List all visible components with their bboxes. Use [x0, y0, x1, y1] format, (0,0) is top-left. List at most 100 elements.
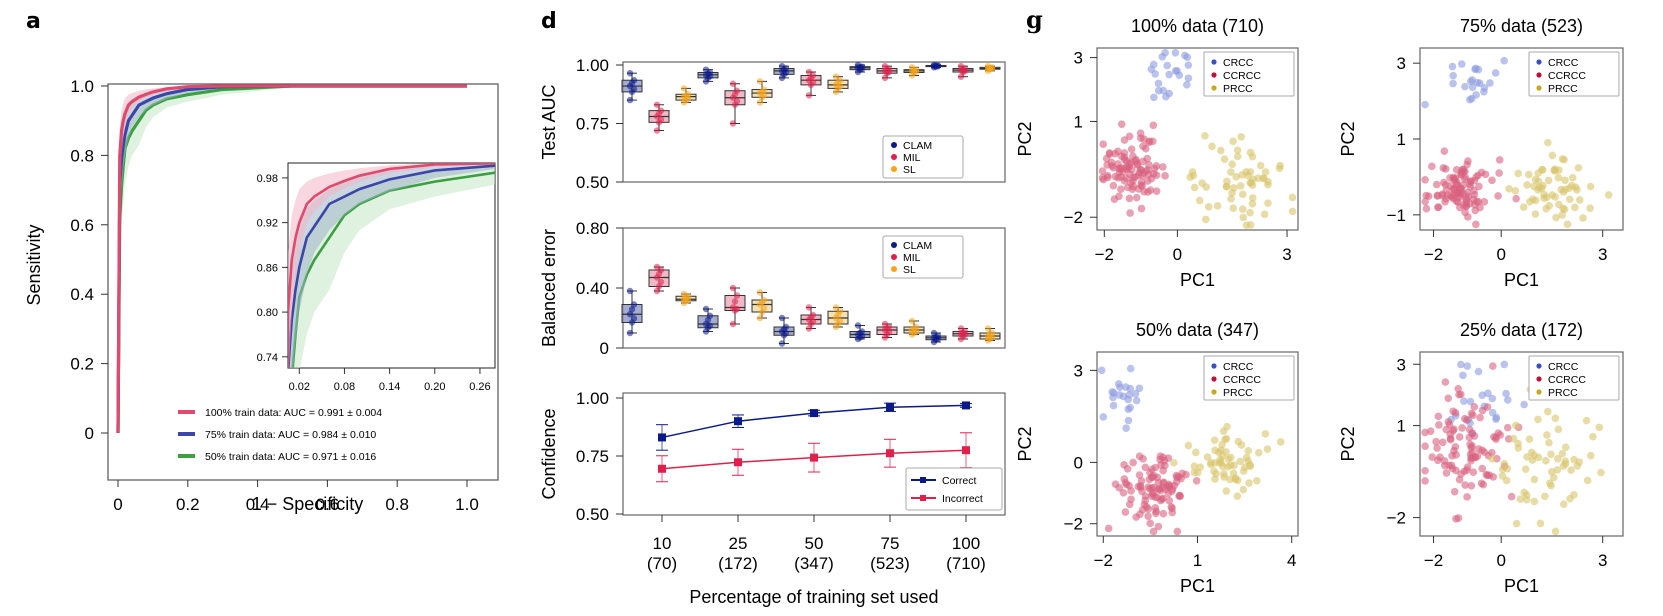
- pca-y-tick-label: −1: [1387, 206, 1406, 225]
- pca-x-tick-label: 3: [1598, 551, 1607, 570]
- pca-point-ccrcc: [1137, 477, 1146, 485]
- pca-legend-label: CRCC: [1548, 361, 1579, 373]
- pca-point-crcc: [1448, 62, 1457, 71]
- pca-point-prcc: [1586, 204, 1594, 212]
- pca-point-prcc: [1545, 438, 1553, 447]
- pca-point-crcc: [1459, 371, 1467, 380]
- pca-point-ccrcc: [1448, 452, 1456, 460]
- box-point: [930, 61, 938, 69]
- pca-point-ccrcc: [1146, 186, 1155, 194]
- box-point: [760, 305, 768, 312]
- box-point: [626, 311, 634, 318]
- pca-point-prcc: [1543, 407, 1552, 416]
- pca-point-ccrcc: [1132, 193, 1141, 202]
- pca-point-prcc: [1526, 197, 1534, 206]
- pca-point-prcc: [1238, 171, 1246, 179]
- pca-point-prcc: [1236, 182, 1245, 190]
- box-point: [731, 298, 739, 305]
- pca-point-prcc: [1230, 461, 1239, 469]
- confidence-x-tick-label: 75: [881, 534, 900, 553]
- berr-legend-marker: [891, 254, 897, 260]
- roc-x-tick-label: 0.6: [316, 495, 340, 514]
- pca-point-ccrcc: [1445, 420, 1454, 429]
- pca-point-ccrcc: [1121, 479, 1130, 487]
- pca-point-ccrcc: [1176, 492, 1184, 501]
- pca-point-prcc: [1190, 468, 1199, 477]
- pca-legend-label: CCRCC: [1223, 374, 1261, 386]
- pca-point-prcc: [1236, 457, 1245, 466]
- pca-x-tick-label: 0: [1173, 245, 1182, 264]
- pca-legend-label: CRCC: [1548, 57, 1579, 69]
- pca-point-ccrcc: [1123, 465, 1132, 473]
- pca-point-ccrcc: [1467, 482, 1476, 490]
- pca-point-ccrcc: [1440, 147, 1449, 155]
- pca-point-crcc: [1457, 360, 1465, 369]
- confidence-legend-marker: [920, 477, 926, 483]
- pca-x-tick-label: −2: [1095, 245, 1114, 264]
- pca-point-ccrcc: [1105, 149, 1114, 157]
- pca-point-crcc: [1461, 82, 1469, 91]
- auc-y-axis-label: Test AUC: [539, 84, 559, 159]
- confidence-x-tick-sublabel: (70): [647, 554, 677, 573]
- pca-legend-marker: [1536, 376, 1542, 382]
- confidence-y-tick-label: 1.00: [576, 389, 609, 408]
- pca-legend-marker: [1211, 85, 1217, 91]
- pca-point-ccrcc: [1461, 481, 1469, 489]
- pca-point-prcc: [1549, 473, 1558, 482]
- pca-point-prcc: [1242, 221, 1251, 230]
- pca-point-ccrcc: [1159, 509, 1168, 518]
- auc-legend-label: SL: [903, 164, 916, 176]
- roc-x-axis-label: 1 − Specificity: [252, 494, 364, 514]
- roc-legend-label: 100% train data: AUC = 0.991 ± 0.004: [205, 407, 382, 419]
- pca-point-ccrcc: [1132, 513, 1140, 521]
- pca-point-ccrcc: [1439, 438, 1447, 447]
- box-point: [653, 101, 661, 108]
- pca-point-crcc: [1449, 79, 1457, 88]
- pca-point-crcc: [1184, 74, 1193, 83]
- confidence-point: [962, 401, 970, 410]
- pca-point-ccrcc: [1147, 473, 1156, 481]
- pca-point-ccrcc: [1125, 194, 1134, 203]
- pca-point-ccrcc: [1156, 486, 1165, 495]
- pca-title: 100% data (710): [1131, 16, 1264, 36]
- pca-point-prcc: [1260, 210, 1269, 219]
- pca-point-prcc: [1557, 185, 1565, 194]
- pca-point-prcc: [1222, 487, 1231, 495]
- roc-y-tick-label: 0.4: [70, 285, 94, 304]
- pca-point-prcc: [1233, 152, 1242, 161]
- pca-point-crcc: [1520, 400, 1528, 409]
- pca-point-ccrcc: [1491, 433, 1500, 442]
- auc-legend-marker: [891, 142, 897, 148]
- box-point: [626, 329, 634, 337]
- berr-legend-label: CLAM: [903, 240, 932, 252]
- pca-point-ccrcc: [1109, 181, 1118, 190]
- box-point: [805, 92, 813, 99]
- pca-100-chart: 100% data (710) −2 0 3 −2 1 3 PC1 PC2 CRCCCCRCCPR…: [1015, 16, 1299, 290]
- pca-point-prcc: [1195, 196, 1204, 205]
- pca-point-prcc: [1232, 173, 1241, 181]
- pca-x-axis-label: PC1: [1180, 270, 1215, 290]
- pca-point-ccrcc: [1159, 466, 1167, 475]
- pca-point-prcc: [1229, 469, 1238, 477]
- pca-point-ccrcc: [1466, 177, 1475, 186]
- panel-label-a: a: [26, 9, 41, 34]
- roc-curve: [288, 164, 495, 368]
- pca-point-prcc: [1234, 437, 1243, 446]
- pca-point-ccrcc: [1165, 496, 1174, 505]
- auc-y-tick-label: 0.75: [576, 115, 609, 134]
- box-point: [630, 315, 638, 322]
- pca-point-ccrcc: [1152, 162, 1161, 170]
- pca-point-crcc: [1183, 53, 1192, 61]
- pca-point-prcc: [1204, 202, 1213, 211]
- roc-x-tick-label: 0.4: [246, 495, 270, 514]
- pca-point-ccrcc: [1464, 213, 1472, 221]
- pca-point-ccrcc: [1125, 132, 1134, 141]
- pca-point-ccrcc: [1126, 209, 1134, 217]
- confidence-y-axis-label: Confidence: [539, 408, 559, 499]
- roc-x-tick-label: 1.0: [455, 495, 479, 514]
- pca-point-ccrcc: [1137, 178, 1146, 186]
- pca-point-crcc: [1475, 79, 1484, 88]
- pca-point-prcc: [1525, 435, 1534, 443]
